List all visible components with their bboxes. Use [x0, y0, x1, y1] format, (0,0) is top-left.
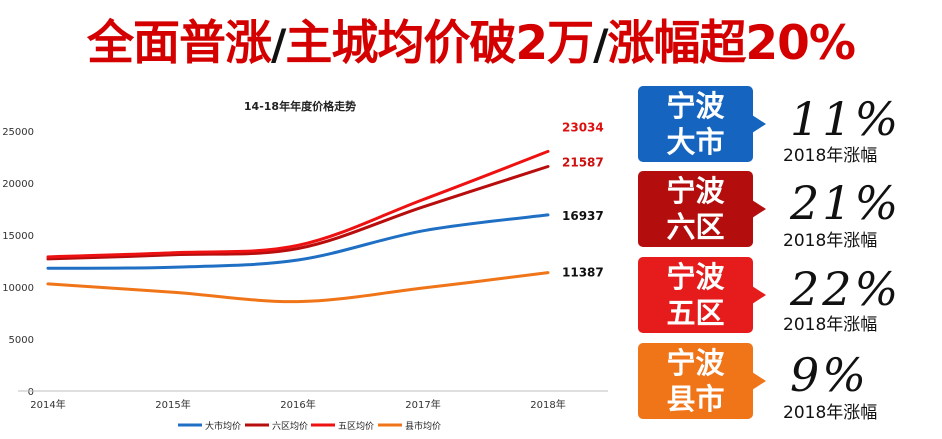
series-line-0 — [46, 213, 550, 270]
legend-label-3: 县市均价 — [405, 420, 441, 432]
x-tick-label: 2016年 — [280, 398, 315, 411]
card-counties: 宁波 县市 — [638, 343, 766, 419]
chart-title: 14-18年年度价格走势 — [244, 99, 356, 113]
card-six-districts-percent: 21% — [790, 176, 902, 230]
card-five-districts-pointer — [752, 286, 766, 304]
legend-label-0: 大市均价 — [205, 420, 241, 432]
card-six-districts-line1: 宁波 — [666, 174, 725, 208]
end-value-label-3: 11387 — [562, 266, 604, 280]
end-value-label-2: 23034 — [562, 120, 604, 134]
card-counties-pointer — [752, 372, 766, 390]
card-city-sublabel: 2018年涨幅 — [783, 146, 878, 166]
price-trend-chart: 14-18年年度价格走势 0 5000 10000 15000 20000 25000 201… — [0, 92, 620, 439]
y-tick-label: 20000 — [2, 179, 34, 190]
series-line-3 — [46, 271, 550, 304]
headline-separator-2: / — [593, 20, 608, 69]
end-value-label-0: 16937 — [562, 209, 604, 223]
card-city-line1: 宁波 — [666, 89, 725, 123]
card-city-line2: 大市 — [666, 125, 725, 159]
headline-part-3: 涨幅超20% — [607, 16, 855, 71]
card-city: 宁波 大市 — [638, 86, 766, 162]
card-five-districts-percent: 22% — [790, 262, 902, 316]
headline-part-2: 主城均价破2万 — [285, 16, 594, 71]
card-counties-line2: 县市 — [666, 382, 725, 416]
card-six-districts: 宁波 六区 — [638, 171, 766, 247]
y-tick-label: 5000 — [9, 335, 34, 346]
card-five-districts-line1: 宁波 — [666, 260, 725, 294]
card-city-pointer — [752, 115, 766, 133]
card-six-districts-sublabel: 2018年涨幅 — [783, 231, 878, 251]
legend-label-2: 五区均价 — [338, 420, 374, 432]
x-tick-label: 2015年 — [155, 398, 190, 411]
x-tick-label: 2017年 — [405, 398, 440, 411]
card-six-districts-pointer — [752, 200, 766, 218]
price-trend-chart-svg: 14-18年年度价格走势 0 5000 10000 15000 20000 25000 201… — [2, 99, 608, 432]
card-counties-sublabel: 2018年涨幅 — [783, 403, 878, 423]
card-five-districts-line2: 五区 — [666, 296, 725, 330]
headline-separator-1: / — [271, 20, 286, 69]
legend-label-1: 六区均价 — [272, 420, 308, 432]
x-tick-label: 2018年 — [530, 398, 565, 411]
card-counties-percent: 9% — [790, 348, 869, 402]
y-tick-label: 0 — [28, 387, 34, 398]
card-counties-line1: 宁波 — [666, 346, 725, 380]
end-value-label-1: 21587 — [562, 155, 604, 169]
series-line-1 — [46, 165, 550, 261]
y-tick-label: 15000 — [2, 231, 34, 242]
card-five-districts: 宁波 五区 — [638, 257, 766, 333]
card-city-percent: 11% — [790, 92, 902, 146]
y-tick-label: 10000 — [2, 283, 34, 294]
series-line-2 — [46, 149, 550, 259]
headline-part-1: 全面普涨 — [87, 16, 272, 71]
x-tick-label: 2014年 — [30, 398, 65, 411]
card-six-districts-line2: 六区 — [666, 210, 725, 244]
card-five-districts-sublabel: 2018年涨幅 — [783, 315, 878, 335]
y-tick-label: 25000 — [2, 127, 34, 138]
headline: 全面普涨/主城均价破2万/涨幅超20% — [0, 4, 942, 73]
